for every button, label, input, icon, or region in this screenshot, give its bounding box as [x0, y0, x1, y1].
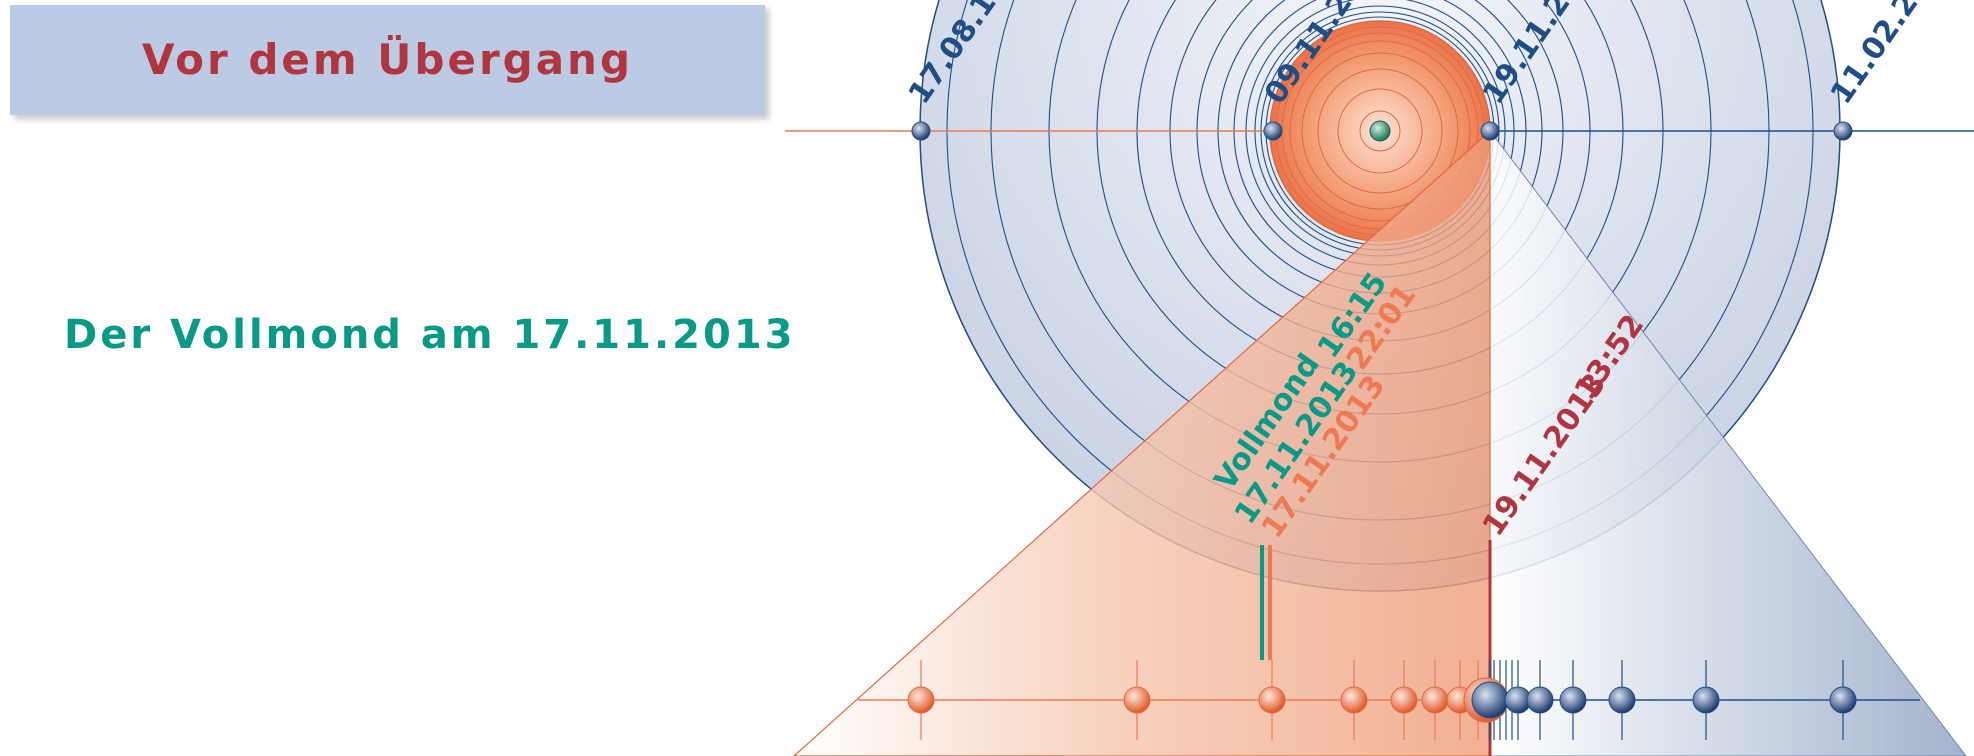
timeline-marker-icon — [1258, 686, 1286, 714]
timeline-marker-icon — [1608, 686, 1636, 714]
timeline-marker-icon — [1526, 686, 1554, 714]
shadow-ring — [1359, 110, 1401, 152]
orange-wedge — [793, 129, 1491, 756]
date-label-right-outer: 11.02.20 — [1824, 0, 1938, 111]
shadow-ring — [1317, 68, 1443, 194]
center-icon — [1369, 120, 1391, 142]
shadow-ring — [1289, 40, 1471, 222]
timeline-marker-icon — [907, 686, 935, 714]
timeline-marker-icon — [1559, 686, 1587, 714]
date-marker-icon — [1263, 121, 1283, 141]
timeline-marker-icon — [1390, 686, 1418, 714]
page-title: Vor dem Übergang — [141, 35, 634, 84]
date-marker-icon — [1480, 121, 1500, 141]
timeline-marker-icon — [1692, 686, 1720, 714]
title-banner: Vor dem Übergang — [10, 5, 765, 115]
timeline-marker-icon — [1829, 686, 1857, 714]
shadow-ring — [1301, 52, 1459, 210]
timeline-marker-icon — [1123, 686, 1151, 714]
date-marker-icon — [911, 121, 931, 141]
timeline-marker-icon — [1340, 686, 1368, 714]
timeline-marker-icon — [1471, 681, 1509, 719]
subtitle: Der Vollmond am 17.11.2013 — [64, 312, 796, 358]
timeline-marker-icon — [1421, 686, 1449, 714]
date-marker-icon — [1833, 121, 1853, 141]
shadow-ring — [1337, 88, 1423, 174]
timeline-ticks — [907, 660, 1857, 740]
